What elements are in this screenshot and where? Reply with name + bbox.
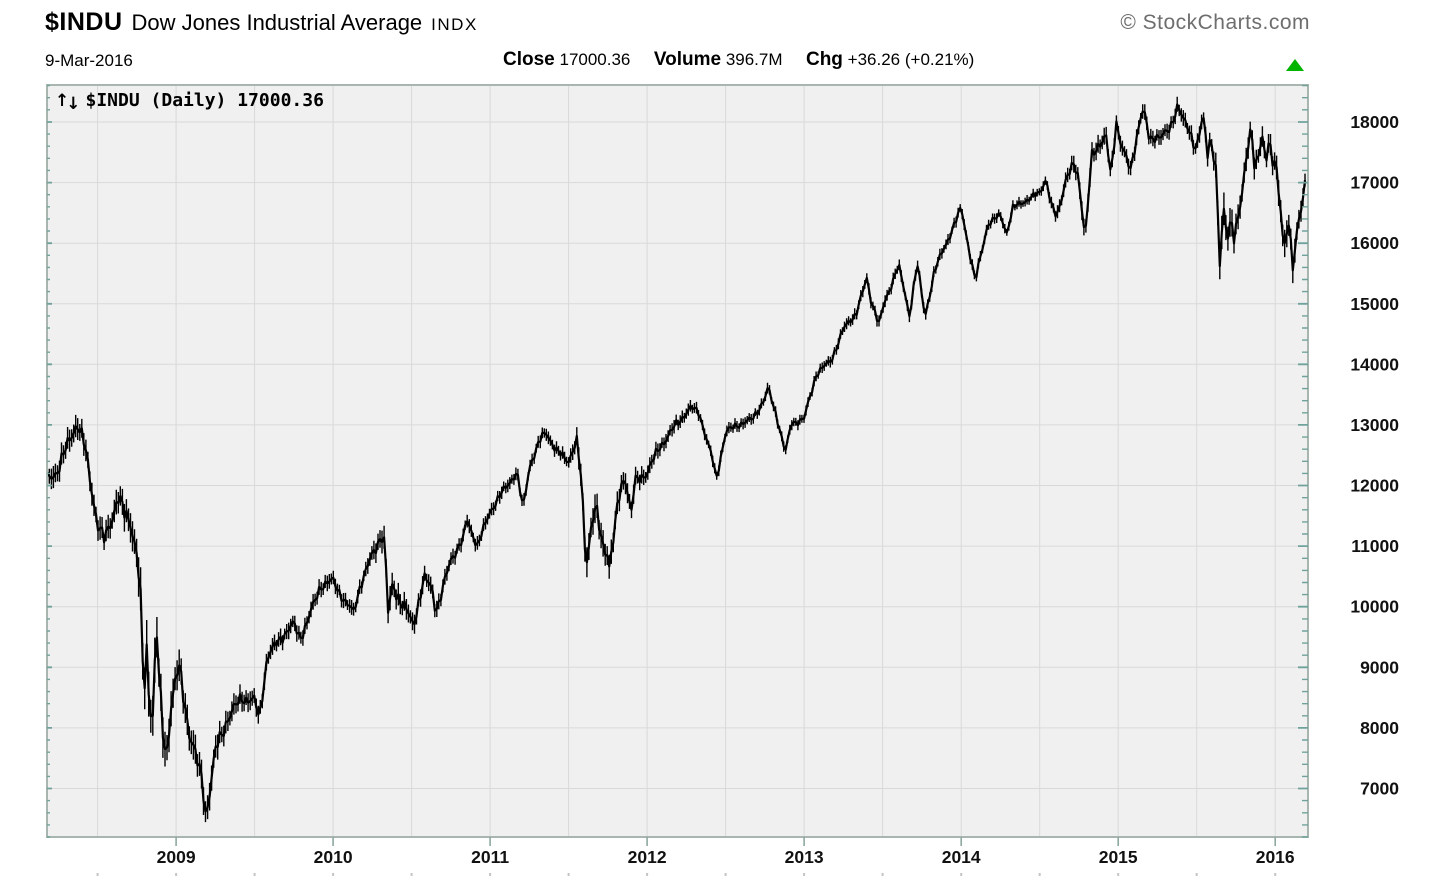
svg-text:18000: 18000 xyxy=(1350,112,1399,132)
svg-text:2015: 2015 xyxy=(1099,847,1138,867)
svg-text:11000: 11000 xyxy=(1351,536,1399,556)
close-value: 17000.36 xyxy=(559,50,631,69)
svg-text:2016: 2016 xyxy=(1256,847,1295,867)
svg-text:12000: 12000 xyxy=(1350,476,1399,496)
exchange-label: INDX xyxy=(431,15,478,34)
svg-text:17000: 17000 xyxy=(1350,173,1399,193)
quote-summary-row: Close 17000.36 Volume 396.7M Chg +36.26 … xyxy=(503,49,974,71)
series-label-text: $INDU (Daily) 17000.36 xyxy=(85,90,324,111)
svg-text:2014: 2014 xyxy=(942,847,981,867)
up-down-arrows-icon: ↑↓ xyxy=(55,91,81,114)
quote-date: 9-Mar-2016 xyxy=(45,51,133,70)
svg-text:10000: 10000 xyxy=(1350,597,1399,617)
plot-series-label: ↑↓ $INDU (Daily) 17000.36 xyxy=(55,90,324,114)
svg-text:2009: 2009 xyxy=(157,847,196,867)
volume-value: 396.7M xyxy=(725,50,783,69)
chg-label: Chg xyxy=(805,49,843,70)
stockcharts-copyright: © StockCharts.com xyxy=(1120,11,1310,34)
symbol-ticker: $INDU xyxy=(45,8,123,36)
svg-text:15000: 15000 xyxy=(1350,294,1399,314)
chart-title: $INDU Dow Jones Industrial Average INDX xyxy=(45,8,478,37)
svg-text:16000: 16000 xyxy=(1350,233,1399,253)
svg-text:2010: 2010 xyxy=(314,847,353,867)
svg-text:2012: 2012 xyxy=(628,847,667,867)
svg-text:2013: 2013 xyxy=(785,847,824,867)
change-up-triangle-icon xyxy=(1286,59,1304,71)
close-label: Close xyxy=(503,49,555,70)
svg-text:9000: 9000 xyxy=(1360,657,1399,677)
svg-text:2011: 2011 xyxy=(471,847,509,867)
svg-text:14000: 14000 xyxy=(1350,354,1399,374)
chg-value: +36.26 (+0.21%) xyxy=(847,50,975,69)
svg-text:13000: 13000 xyxy=(1350,415,1399,435)
svg-text:7000: 7000 xyxy=(1360,779,1399,799)
svg-text:8000: 8000 xyxy=(1360,718,1399,738)
symbol-name: Dow Jones Industrial Average xyxy=(131,10,423,35)
volume-label: Volume xyxy=(653,49,722,70)
